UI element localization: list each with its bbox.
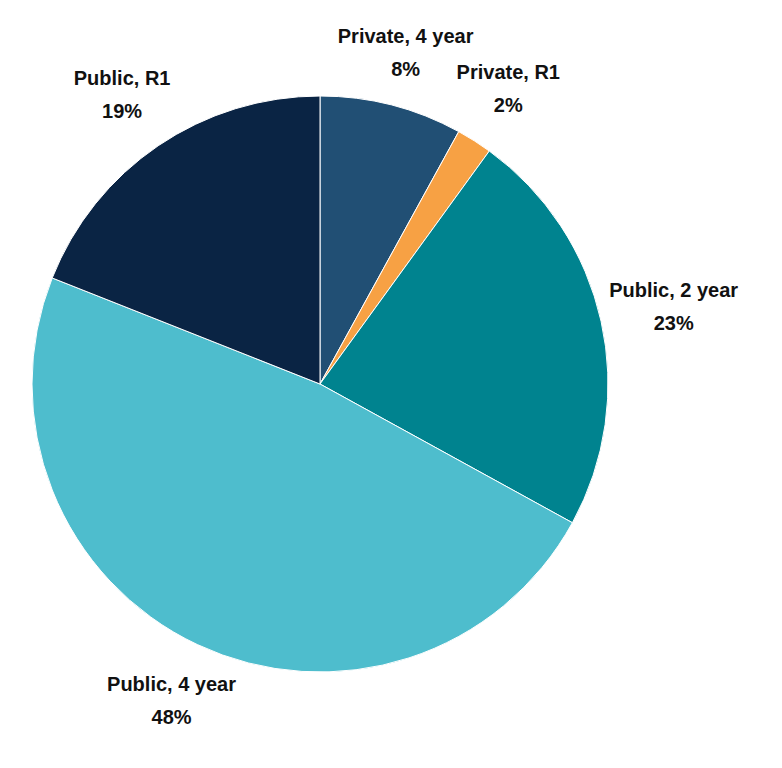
chart-container: Private, 4 year 8% Private, R1 2% Public, 2 …: [0, 0, 782, 768]
slice-name: Private, R1: [457, 61, 560, 83]
slice-value: 48%: [152, 706, 192, 728]
slice-value: 23%: [654, 312, 694, 334]
slices: [32, 96, 608, 672]
slice-name: Private, 4 year: [338, 25, 474, 47]
labels: Private, 4 year 8% Private, R1 2% Public, 2 …: [74, 25, 739, 729]
slice-value: 2%: [494, 94, 523, 116]
slice-name: Public, 4 year: [107, 673, 236, 695]
slice-value: 8%: [391, 58, 420, 80]
slice-name: Public, R1: [74, 67, 171, 89]
pie-chart: Private, 4 year 8% Private, R1 2% Public, 2 …: [0, 0, 782, 768]
pie-slice: [52, 96, 320, 384]
slice-name: Public, 2 year: [609, 279, 738, 301]
slice-value: 19%: [102, 100, 142, 122]
